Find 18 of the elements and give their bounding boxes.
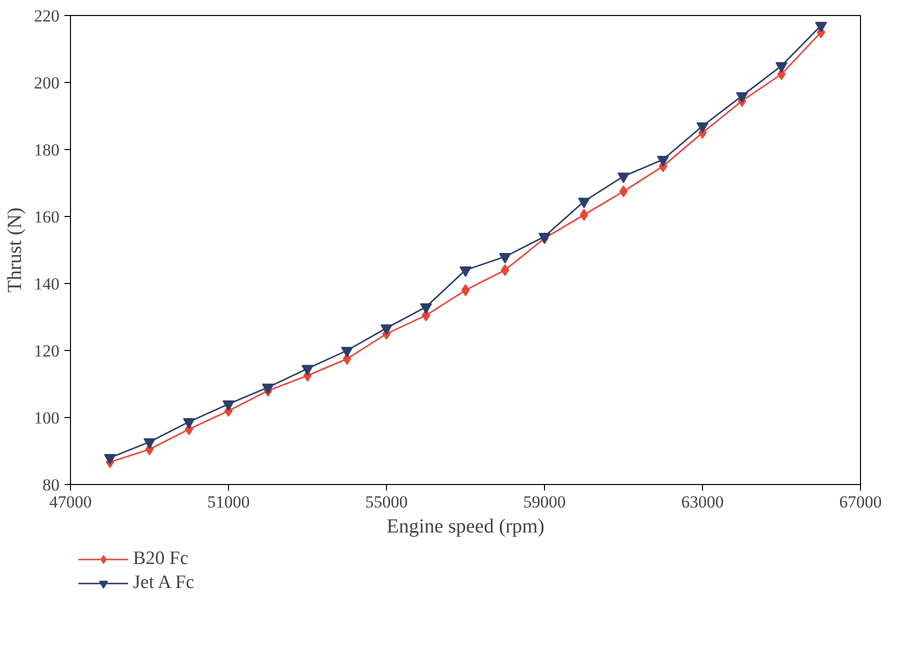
- x-tick-label: 47000: [49, 492, 92, 512]
- x-tick-label: 51000: [207, 492, 250, 512]
- y-axis-title: Thrust (N): [4, 208, 26, 292]
- x-tick-label: 67000: [839, 492, 882, 512]
- y-tick-label: 220: [34, 6, 60, 26]
- y-tick-label: 160: [34, 208, 60, 226]
- y-tick-label: 80: [42, 476, 60, 494]
- y-tick-label: 140: [34, 274, 60, 294]
- y-tick-label: 100: [34, 408, 60, 428]
- legend-label: Jet A Fc: [133, 572, 194, 594]
- legend-label: B20 Fc: [133, 548, 188, 570]
- x-tick-label: 63000: [681, 492, 724, 512]
- y-tick-label: 180: [34, 140, 60, 160]
- x-tick-label: 55000: [365, 492, 408, 512]
- y-tick-label: 200: [34, 74, 60, 92]
- y-tick-label: 120: [34, 342, 60, 360]
- x-tick-label: 59000: [523, 492, 566, 512]
- x-axis-title: Engine speed (rpm): [386, 516, 544, 538]
